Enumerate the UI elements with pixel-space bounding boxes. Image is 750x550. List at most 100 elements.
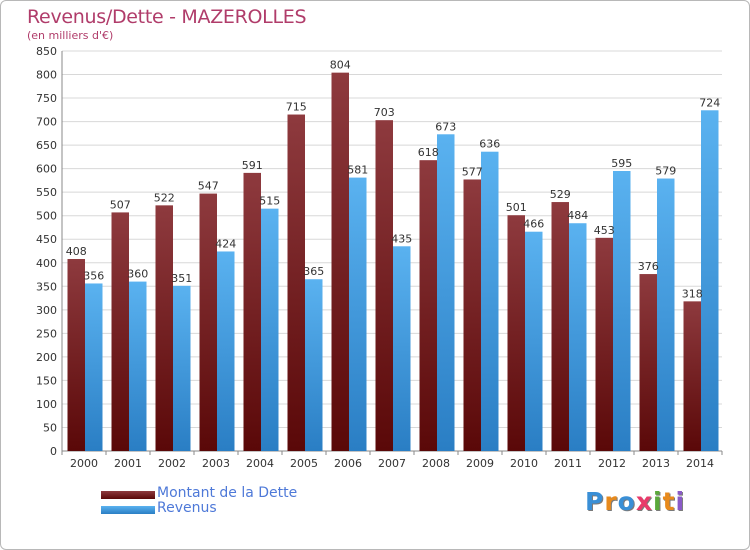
bar-debt-2006 bbox=[331, 72, 349, 451]
x-tick-label: 2004 bbox=[246, 457, 274, 470]
y-tick-label: 50 bbox=[43, 421, 57, 434]
y-tick-label: 450 bbox=[36, 233, 57, 246]
bar-revenus-2001 bbox=[129, 281, 147, 451]
data-label-debt-2014: 318 bbox=[682, 287, 703, 300]
data-label-revenus-2010: 466 bbox=[523, 218, 544, 231]
x-tick-label: 2014 bbox=[686, 457, 714, 470]
data-label-debt-2012: 453 bbox=[594, 224, 615, 237]
data-labels: 408 356 507 360 522 351 547 424 591 515 715 365 804 5… bbox=[66, 59, 721, 301]
bar-debt-2007 bbox=[375, 120, 393, 452]
bar-debt-2014 bbox=[683, 301, 701, 451]
bars bbox=[67, 72, 719, 452]
bar-debt-2005 bbox=[287, 114, 305, 451]
bar-debt-2009 bbox=[463, 179, 481, 451]
data-label-debt-2002: 522 bbox=[154, 191, 175, 204]
y-tick-label: 0 bbox=[50, 445, 57, 458]
bar-debt-2003 bbox=[199, 193, 217, 451]
data-label-debt-2008: 618 bbox=[418, 146, 439, 159]
bar-revenus-2005 bbox=[305, 279, 323, 451]
logo-letter: i bbox=[653, 487, 663, 516]
x-tick-label: 2012 bbox=[598, 457, 626, 470]
y-tick-label: 650 bbox=[36, 139, 57, 152]
logo-letter: t bbox=[662, 487, 676, 516]
data-label-revenus-2005: 365 bbox=[303, 265, 324, 278]
data-label-debt-2003: 547 bbox=[198, 180, 219, 193]
data-label-revenus-2007: 435 bbox=[391, 232, 412, 245]
data-label-revenus-2009: 636 bbox=[479, 138, 500, 151]
y-tick-label: 550 bbox=[36, 186, 57, 199]
logo-letter: i bbox=[675, 487, 686, 516]
bar-revenus-2008 bbox=[437, 134, 455, 451]
bar-debt-2013 bbox=[639, 274, 657, 451]
data-label-debt-2005: 715 bbox=[286, 101, 307, 114]
data-label-revenus-2013: 579 bbox=[655, 165, 676, 178]
data-label-debt-2007: 703 bbox=[374, 106, 395, 119]
bar-revenus-2007 bbox=[393, 246, 411, 451]
y-tick-label: 500 bbox=[36, 210, 57, 223]
bar-revenus-2002 bbox=[173, 285, 191, 451]
y-tick-label: 100 bbox=[36, 398, 57, 411]
bar-revenus-2014 bbox=[701, 110, 719, 451]
chart-subtitle: (en milliers d'€) bbox=[27, 29, 114, 42]
legend-swatch-debt bbox=[101, 491, 155, 499]
data-label-debt-2011: 529 bbox=[550, 188, 571, 201]
legend-label-revenus: Revenus bbox=[157, 500, 217, 516]
x-tick-label: 2009 bbox=[466, 457, 494, 470]
legend-label-debt: Montant de la Dette bbox=[157, 485, 298, 501]
x-tick-label: 2008 bbox=[422, 457, 450, 470]
y-tick-label: 800 bbox=[36, 69, 57, 82]
logo-letter: P bbox=[585, 487, 605, 516]
logo-letter: x bbox=[635, 487, 653, 516]
legend-swatch-revenus bbox=[101, 506, 155, 514]
bar-debt-2000 bbox=[67, 259, 85, 451]
data-label-debt-2010: 501 bbox=[506, 201, 527, 214]
logo-letter: r bbox=[604, 487, 618, 516]
data-label-debt-2000: 408 bbox=[66, 245, 87, 258]
proxiti-logo: Proxiti bbox=[585, 487, 685, 516]
data-label-revenus-2002: 351 bbox=[171, 272, 192, 285]
y-tick-label: 300 bbox=[36, 304, 57, 317]
chart-title: Revenus/Dette - MAZEROLLES bbox=[27, 6, 307, 28]
bar-revenus-2013 bbox=[657, 178, 675, 451]
y-tick-label: 400 bbox=[36, 257, 57, 270]
y-tick-label: 750 bbox=[36, 92, 57, 105]
x-tick-label: 2001 bbox=[114, 457, 142, 470]
y-tick-label: 350 bbox=[36, 280, 57, 293]
data-label-revenus-2006: 581 bbox=[347, 164, 368, 177]
data-label-debt-2006: 804 bbox=[330, 59, 351, 72]
data-label-revenus-2011: 484 bbox=[567, 209, 588, 222]
data-label-revenus-2012: 595 bbox=[611, 157, 632, 170]
x-tick-label: 2007 bbox=[378, 457, 406, 470]
data-label-revenus-2000: 356 bbox=[83, 269, 104, 282]
x-tick-label: 2010 bbox=[510, 457, 538, 470]
y-tick-label: 700 bbox=[36, 116, 57, 129]
data-label-debt-2004: 591 bbox=[242, 159, 263, 172]
bar-revenus-2011 bbox=[569, 223, 587, 451]
data-label-revenus-2003: 424 bbox=[215, 237, 236, 250]
y-tick-label: 250 bbox=[36, 327, 57, 340]
bar-revenus-2000 bbox=[85, 283, 103, 451]
bar-revenus-2004 bbox=[261, 208, 279, 451]
bar-revenus-2010 bbox=[525, 231, 543, 451]
x-tick-label: 2011 bbox=[554, 457, 582, 470]
bar-debt-2004 bbox=[243, 172, 261, 451]
x-tick-label: 2003 bbox=[202, 457, 230, 470]
bar-revenus-2003 bbox=[217, 251, 235, 451]
bar-debt-2011 bbox=[551, 202, 569, 451]
y-tick-label: 150 bbox=[36, 374, 57, 387]
bar-revenus-2012 bbox=[613, 171, 631, 451]
data-label-revenus-2008: 673 bbox=[435, 120, 456, 133]
bar-debt-2012 bbox=[595, 237, 613, 451]
x-tick-label: 2005 bbox=[290, 457, 318, 470]
axes: 0 50 100 150 200 250 300 350 400 450 500 550 600 650 7… bbox=[36, 45, 723, 470]
x-tick-label: 2000 bbox=[70, 457, 98, 470]
bar-debt-2001 bbox=[111, 212, 129, 451]
y-tick-label: 600 bbox=[36, 163, 57, 176]
data-label-revenus-2004: 515 bbox=[259, 195, 280, 208]
y-tick-label: 200 bbox=[36, 351, 57, 364]
y-tick-label: 850 bbox=[36, 45, 57, 58]
x-tick-label: 2006 bbox=[334, 457, 362, 470]
bar-debt-2008 bbox=[419, 160, 437, 452]
x-tick-label: 2013 bbox=[642, 457, 670, 470]
